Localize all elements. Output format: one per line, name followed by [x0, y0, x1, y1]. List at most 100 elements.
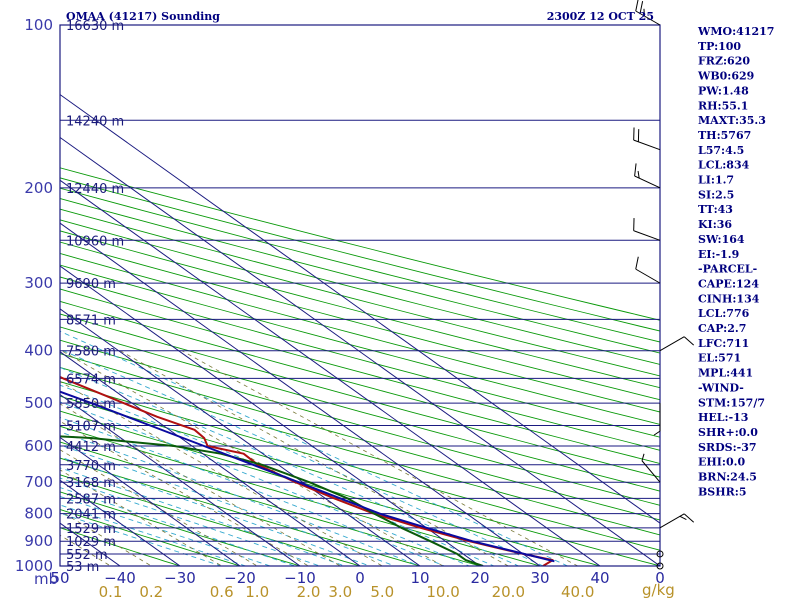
height-label: 12440 m	[66, 182, 124, 197]
mixing-ratio-line	[60, 449, 259, 566]
index-entry: -WIND-	[698, 381, 744, 394]
isotherm	[60, 136, 660, 566]
wind-barbs	[633, 0, 695, 570]
index-entry: LI:1.7	[698, 174, 734, 187]
temperature-tick-label: 50	[50, 569, 69, 587]
moist-adiabat	[60, 431, 421, 566]
plot-frame	[59, 24, 661, 567]
height-label: 1029 m	[66, 535, 116, 550]
moist-adiabat	[60, 401, 471, 566]
index-entry: LCL:834	[698, 159, 750, 172]
height-label: 16630 m	[66, 19, 124, 34]
index-entry: CAPE:124	[698, 277, 759, 290]
index-entry: TH:5767	[698, 129, 751, 142]
mixing-ratio-line	[61, 350, 444, 566]
dry-adiabat	[60, 395, 660, 566]
pressure-tick-label: 100	[24, 16, 53, 34]
pressure-unit-label: mb	[34, 570, 58, 588]
dry-adiabat	[60, 509, 242, 566]
pressure-tick-label: 900	[24, 532, 53, 550]
mixing-ratio-line	[60, 510, 153, 566]
index-entry: TP:100	[698, 40, 741, 53]
pressure-tick-label: 300	[24, 274, 53, 292]
temperature-tick-label: 20	[470, 569, 489, 587]
mixing-ratio-line	[60, 403, 342, 566]
dry-adiabat	[60, 527, 182, 566]
wind-barb	[656, 550, 664, 558]
dry-adiabat	[60, 288, 660, 451]
temperature-tick-label: 0	[355, 569, 365, 587]
mixing-ratio-line	[60, 534, 112, 566]
index-entry: SW:164	[698, 233, 745, 246]
pressure-tick-label: 500	[24, 394, 53, 412]
height-label: 9690 m	[66, 277, 116, 292]
background-grid	[60, 25, 660, 566]
dry-adiabat	[60, 230, 660, 389]
wind-barb	[653, 403, 661, 436]
dry-adiabat	[60, 326, 660, 492]
index-entry: L57:4.5	[698, 144, 744, 157]
isotherm	[60, 479, 181, 566]
index-entry: TT:43	[698, 203, 733, 216]
moist-adiabat	[60, 367, 520, 566]
mixing-ratio-tick-label: 0.1	[99, 583, 123, 600]
mixing-ratio-tick-label: 0.6	[210, 583, 234, 600]
height-label: 5107 m	[66, 420, 116, 435]
dry-adiabat	[60, 339, 660, 506]
index-entry: SHR+:0.0	[698, 426, 758, 439]
mixing-ratio-line	[60, 469, 223, 566]
mixing-ratio-tick-label: 20.0	[492, 583, 525, 600]
isotherm	[60, 179, 601, 566]
height-label: 14240 m	[66, 114, 124, 129]
wind-barb	[633, 127, 661, 151]
mixing-ratio-line	[60, 420, 310, 566]
wind-barb	[635, 0, 661, 26]
index-entry: LFC:711	[698, 337, 749, 350]
moist-adiabat	[60, 477, 321, 566]
height-label: 3168 m	[66, 476, 116, 491]
pressure-tick-label: 600	[24, 437, 53, 455]
index-entry: SRDS:-37	[698, 441, 757, 454]
height-label: 4412 m	[66, 440, 116, 455]
wind-barb	[656, 562, 664, 570]
pressure-tick-label: 400	[24, 342, 53, 360]
mixing-ratio-tick-label: 40.0	[561, 583, 594, 600]
height-label: 2041 m	[66, 508, 116, 523]
title-right: 2300Z 12 OCT 25	[547, 10, 654, 23]
dewpoint-profile	[60, 435, 484, 566]
index-entry: WMO:41217	[697, 25, 774, 38]
temperature-tick-label: 0	[655, 569, 665, 587]
isotherm	[60, 222, 541, 566]
mixing-ratio-tick-label: 2.0	[297, 583, 321, 600]
profile-series	[60, 375, 555, 566]
index-entry: CAP:2.7	[698, 322, 746, 335]
moist-adiabat	[60, 384, 496, 566]
dry-adiabat	[60, 276, 660, 438]
dry-adiabat	[60, 300, 660, 465]
index-entry: PW:1.48	[698, 84, 749, 97]
wind-barb	[659, 336, 695, 352]
mixing-ratio-tick-label: 0.2	[139, 583, 163, 600]
index-entry: EHI:0.0	[698, 456, 745, 469]
isotherm	[60, 351, 361, 566]
pressure-tick-label: 200	[24, 179, 53, 197]
dry-adiabat	[60, 198, 660, 354]
height-label: 3770 m	[66, 459, 116, 474]
height-label: 1529 m	[66, 522, 116, 537]
dry-adiabat	[60, 457, 422, 566]
index-entry: EI:-1.9	[698, 248, 739, 261]
height-label: 10960 m	[66, 234, 124, 249]
height-label: 552 m	[66, 548, 108, 563]
dry-adiabat	[60, 219, 660, 377]
mixing-ratio-tick-label: 3.0	[328, 583, 352, 600]
index-entry: WB0:629	[697, 70, 754, 83]
wind-barb	[641, 453, 661, 483]
temperature-tick-label: −40	[104, 569, 136, 587]
dry-adiabat	[60, 187, 660, 343]
index-entry: BSHR:5	[698, 485, 747, 498]
temperature-tick-label: 10	[410, 569, 429, 587]
dry-adiabat	[60, 241, 660, 401]
height-label: 6574 m	[66, 372, 116, 387]
